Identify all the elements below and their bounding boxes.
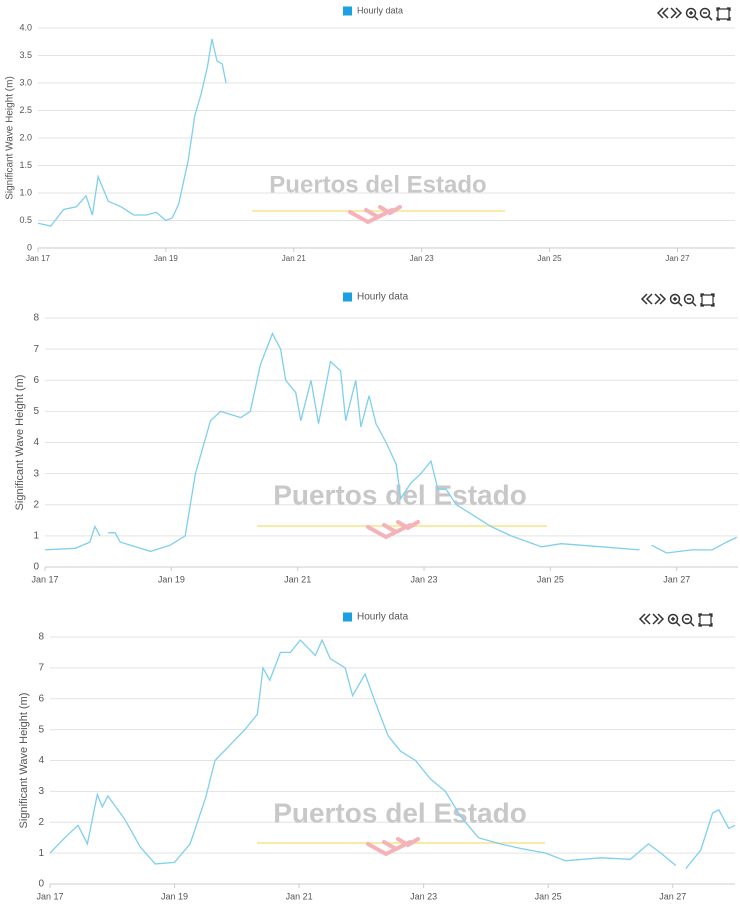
zoom-in-icon bbox=[673, 297, 683, 307]
y-tick-label: 5 bbox=[38, 724, 44, 735]
zoom-out-icon bbox=[703, 12, 713, 21]
watermark-logo bbox=[348, 205, 402, 225]
scroll-right-button[interactable] bbox=[670, 7, 683, 19]
x-tick-label: Jan 25 bbox=[535, 891, 562, 901]
watermark-logo bbox=[366, 520, 420, 540]
y-tick-label: 4 bbox=[33, 437, 39, 448]
x-tick-label: Jan 17 bbox=[26, 254, 51, 263]
legend-swatch bbox=[343, 612, 352, 622]
y-tick-label: 0.5 bbox=[19, 215, 32, 225]
x-tick-label: Jan 17 bbox=[31, 574, 58, 584]
watermark: Puertos del Estado bbox=[273, 797, 527, 828]
data-line bbox=[44, 332, 737, 554]
scroll-left-button[interactable] bbox=[638, 613, 651, 625]
reset-zoom-button[interactable] bbox=[716, 7, 731, 21]
y-tick-label: 1 bbox=[33, 531, 39, 542]
y-tick-label: 1.5 bbox=[19, 160, 32, 170]
scroll-right-button[interactable] bbox=[654, 293, 667, 305]
y-tick-label: 2.0 bbox=[19, 132, 32, 142]
y-tick-label: 0 bbox=[33, 562, 39, 573]
y-tick-label: 6 bbox=[33, 375, 39, 386]
toolbar bbox=[656, 7, 731, 21]
y-tick-label: 3 bbox=[38, 786, 44, 797]
zoom-in-button[interactable] bbox=[669, 293, 681, 305]
y-tick-label: 0 bbox=[27, 242, 32, 252]
toolbar bbox=[640, 293, 715, 307]
y-tick-label: 8 bbox=[33, 313, 39, 324]
zoom-out-icon bbox=[685, 618, 695, 627]
legend-label: Hourly data bbox=[357, 5, 403, 15]
y-tick-label: 1 bbox=[38, 848, 44, 859]
x-tick-label: Jan 21 bbox=[284, 574, 311, 584]
y-tick-label: 3.0 bbox=[19, 77, 32, 87]
legend-swatch bbox=[343, 6, 352, 16]
x-tick-label: Jan 27 bbox=[665, 254, 690, 263]
y-tick-label: 2 bbox=[38, 817, 44, 828]
zoom-out-button[interactable] bbox=[683, 293, 695, 305]
y-tick-label: 2 bbox=[33, 499, 39, 510]
reset-zoom-button[interactable] bbox=[698, 613, 713, 627]
x-tick-label: Jan 19 bbox=[158, 574, 185, 584]
reset-zoom-button[interactable] bbox=[700, 293, 715, 307]
zoom-out-button[interactable] bbox=[699, 7, 711, 19]
scroll-left-button[interactable] bbox=[656, 7, 669, 19]
y-tick-label: 7 bbox=[33, 344, 39, 355]
y-tick-label: 4 bbox=[38, 755, 44, 766]
zoom-out-button[interactable] bbox=[681, 613, 693, 625]
x-tick-label: Jan 17 bbox=[36, 891, 63, 901]
x-tick-label: Jan 27 bbox=[659, 891, 686, 901]
zoom-in-button[interactable] bbox=[667, 613, 679, 625]
y-axis-label: Significant Wave Height (m) bbox=[5, 76, 16, 200]
logo-stroke bbox=[396, 520, 420, 531]
x-tick-label: Jan 21 bbox=[282, 254, 307, 263]
watermark: Puertos del Estado bbox=[269, 171, 486, 198]
y-tick-label: 6 bbox=[38, 693, 44, 704]
scroll-left-button[interactable] bbox=[640, 293, 653, 305]
x-tick-label: Jan 25 bbox=[537, 574, 564, 584]
legend-label: Hourly data bbox=[357, 292, 409, 303]
y-tick-label: 3.5 bbox=[19, 50, 32, 60]
y-tick-label: 8 bbox=[38, 632, 44, 643]
y-tick-label: 5 bbox=[33, 406, 39, 417]
legend-label: Hourly data bbox=[357, 612, 409, 623]
y-tick-label: 4.0 bbox=[19, 22, 32, 32]
y-tick-label: 1.0 bbox=[19, 187, 32, 197]
data-line bbox=[37, 38, 227, 227]
toolbar bbox=[638, 613, 713, 627]
logo-stroke bbox=[396, 837, 420, 848]
x-tick-label: Jan 19 bbox=[161, 891, 188, 901]
y-tick-label: 7 bbox=[38, 663, 44, 674]
y-axis-label: Significant Wave Height (m) bbox=[14, 375, 26, 511]
zoom-out-icon bbox=[687, 298, 697, 307]
watermark-logo bbox=[366, 837, 420, 857]
x-tick-label: Jan 23 bbox=[410, 891, 437, 901]
x-tick-label: Jan 19 bbox=[154, 254, 179, 263]
legend-swatch bbox=[343, 292, 352, 302]
zoom-in-icon bbox=[689, 11, 699, 21]
zoom-in-icon bbox=[671, 617, 681, 627]
y-axis-label: Significant Wave Height (m) bbox=[18, 693, 30, 829]
x-tick-label: Jan 27 bbox=[663, 574, 690, 584]
x-tick-label: Jan 21 bbox=[286, 891, 313, 901]
y-tick-label: 3 bbox=[33, 468, 39, 479]
zoom-in-button[interactable] bbox=[685, 7, 697, 19]
y-tick-label: 2.5 bbox=[19, 105, 32, 115]
x-tick-label: Jan 25 bbox=[538, 254, 563, 263]
scroll-right-button[interactable] bbox=[652, 613, 665, 625]
data-line bbox=[49, 638, 736, 870]
y-tick-label: 0 bbox=[38, 879, 44, 890]
x-tick-label: Jan 23 bbox=[411, 574, 438, 584]
x-tick-label: Jan 23 bbox=[410, 254, 435, 263]
logo-stroke bbox=[378, 205, 402, 216]
